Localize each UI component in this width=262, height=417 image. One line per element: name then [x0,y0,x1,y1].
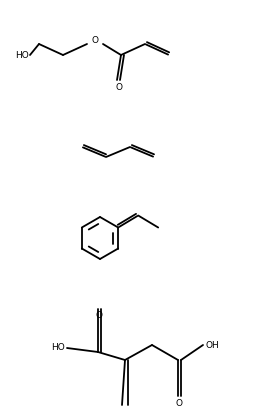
Text: HO: HO [51,344,65,352]
Text: O: O [115,83,122,91]
Text: O: O [91,35,99,45]
Text: O: O [176,399,183,407]
Text: O: O [96,311,103,321]
Text: HO: HO [15,50,29,60]
Text: OH: OH [205,341,219,349]
